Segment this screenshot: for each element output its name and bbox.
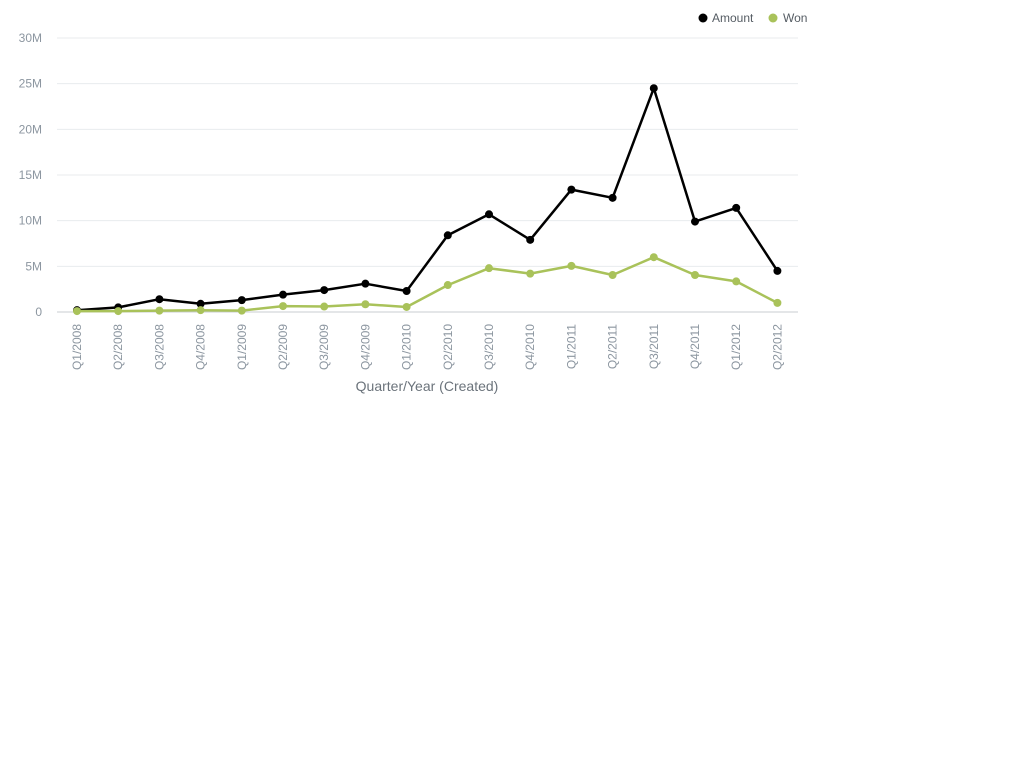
- data-point[interactable]: [649, 253, 658, 262]
- x-tick-label: Q3/2010: [482, 324, 496, 370]
- data-point[interactable]: [73, 307, 81, 316]
- x-tick-label: Q3/2009: [317, 324, 331, 370]
- data-point[interactable]: [196, 299, 205, 308]
- data-point[interactable]: [526, 269, 535, 278]
- y-tick-label: 20M: [19, 122, 42, 136]
- x-axis-ticks: Q1/2008 Q2/2008 Q3/2008 Q4/2008 Q1/2009 Q2/20…: [70, 324, 784, 370]
- y-tick-label: 10M: [19, 214, 42, 228]
- data-point[interactable]: [608, 193, 617, 202]
- legend-item-amount[interactable]: Amount: [698, 11, 755, 25]
- data-point[interactable]: [155, 306, 164, 315]
- y-tick-label: 25M: [19, 77, 42, 91]
- x-tick-label: Q2/2009: [276, 324, 290, 370]
- data-point[interactable]: [237, 296, 246, 305]
- x-tick-label: Q4/2011: [688, 324, 702, 369]
- data-point[interactable]: [196, 306, 205, 315]
- x-tick-label: Q1/2011: [564, 324, 578, 369]
- y-tick-label: 15M: [19, 168, 42, 182]
- data-point[interactable]: [114, 307, 123, 316]
- data-point[interactable]: [691, 217, 699, 226]
- data-point[interactable]: [608, 271, 617, 280]
- x-tick-label: Q2/2011: [606, 324, 620, 369]
- legend-marker: [768, 13, 778, 23]
- data-point[interactable]: [485, 210, 493, 219]
- data-point[interactable]: [732, 277, 741, 286]
- data-point[interactable]: [361, 300, 370, 309]
- data-point[interactable]: [773, 266, 782, 275]
- legend-item-won[interactable]: Won: [768, 11, 808, 25]
- data-point[interactable]: [567, 261, 576, 270]
- data-point[interactable]: [279, 290, 287, 299]
- data-point[interactable]: [320, 286, 329, 295]
- x-tick-label: Q2/2008: [111, 324, 125, 370]
- x-tick-label: Q3/2011: [647, 324, 661, 369]
- data-point[interactable]: [320, 302, 329, 311]
- x-tick-label: Q1/2012: [729, 324, 743, 370]
- data-point[interactable]: [567, 185, 576, 194]
- data-point[interactable]: [526, 235, 535, 244]
- series-line: [77, 255, 778, 313]
- legend-label: Won: [783, 11, 807, 25]
- x-tick-label: Q3/2008: [152, 324, 166, 370]
- x-tick-label: Q1/2009: [235, 324, 249, 370]
- y-tick-label: 0: [35, 305, 42, 319]
- x-tick-label: Q2/2012: [770, 324, 784, 370]
- x-tick-label: Q2/2010: [441, 324, 455, 370]
- y-axis-ticks: 0 5M 10M 15M 20M 25M 30M: [19, 31, 43, 319]
- data-point[interactable]: [443, 281, 452, 290]
- data-point[interactable]: [732, 203, 741, 212]
- x-axis-title: Quarter/Year (Created): [356, 378, 499, 394]
- x-tick-label: Q4/2010: [523, 324, 537, 370]
- data-point[interactable]: [649, 84, 658, 93]
- data-point[interactable]: [279, 302, 287, 311]
- data-point[interactable]: [443, 231, 452, 240]
- series-amount: [73, 84, 782, 315]
- series-line: [76, 86, 779, 312]
- series-won: [73, 253, 782, 316]
- data-point[interactable]: [402, 286, 411, 295]
- legend-marker: [698, 13, 708, 23]
- legend: Amount Won: [698, 11, 808, 25]
- y-tick-label: 30M: [19, 31, 42, 45]
- series-group: [73, 84, 782, 316]
- x-tick-label: Q1/2008: [70, 324, 84, 370]
- data-point[interactable]: [361, 279, 370, 288]
- data-point[interactable]: [485, 264, 493, 273]
- data-point[interactable]: [402, 302, 411, 311]
- x-tick-label: Q4/2008: [194, 324, 208, 370]
- grid-lines: [57, 37, 798, 313]
- data-point[interactable]: [773, 298, 782, 307]
- data-point[interactable]: [691, 271, 699, 280]
- x-tick-label: Q4/2009: [358, 324, 372, 370]
- data-point[interactable]: [237, 306, 246, 315]
- y-tick-label: 5M: [25, 259, 42, 273]
- data-point[interactable]: [155, 295, 164, 304]
- x-tick-label: Q1/2010: [400, 324, 414, 370]
- legend-label: Amount: [712, 11, 754, 25]
